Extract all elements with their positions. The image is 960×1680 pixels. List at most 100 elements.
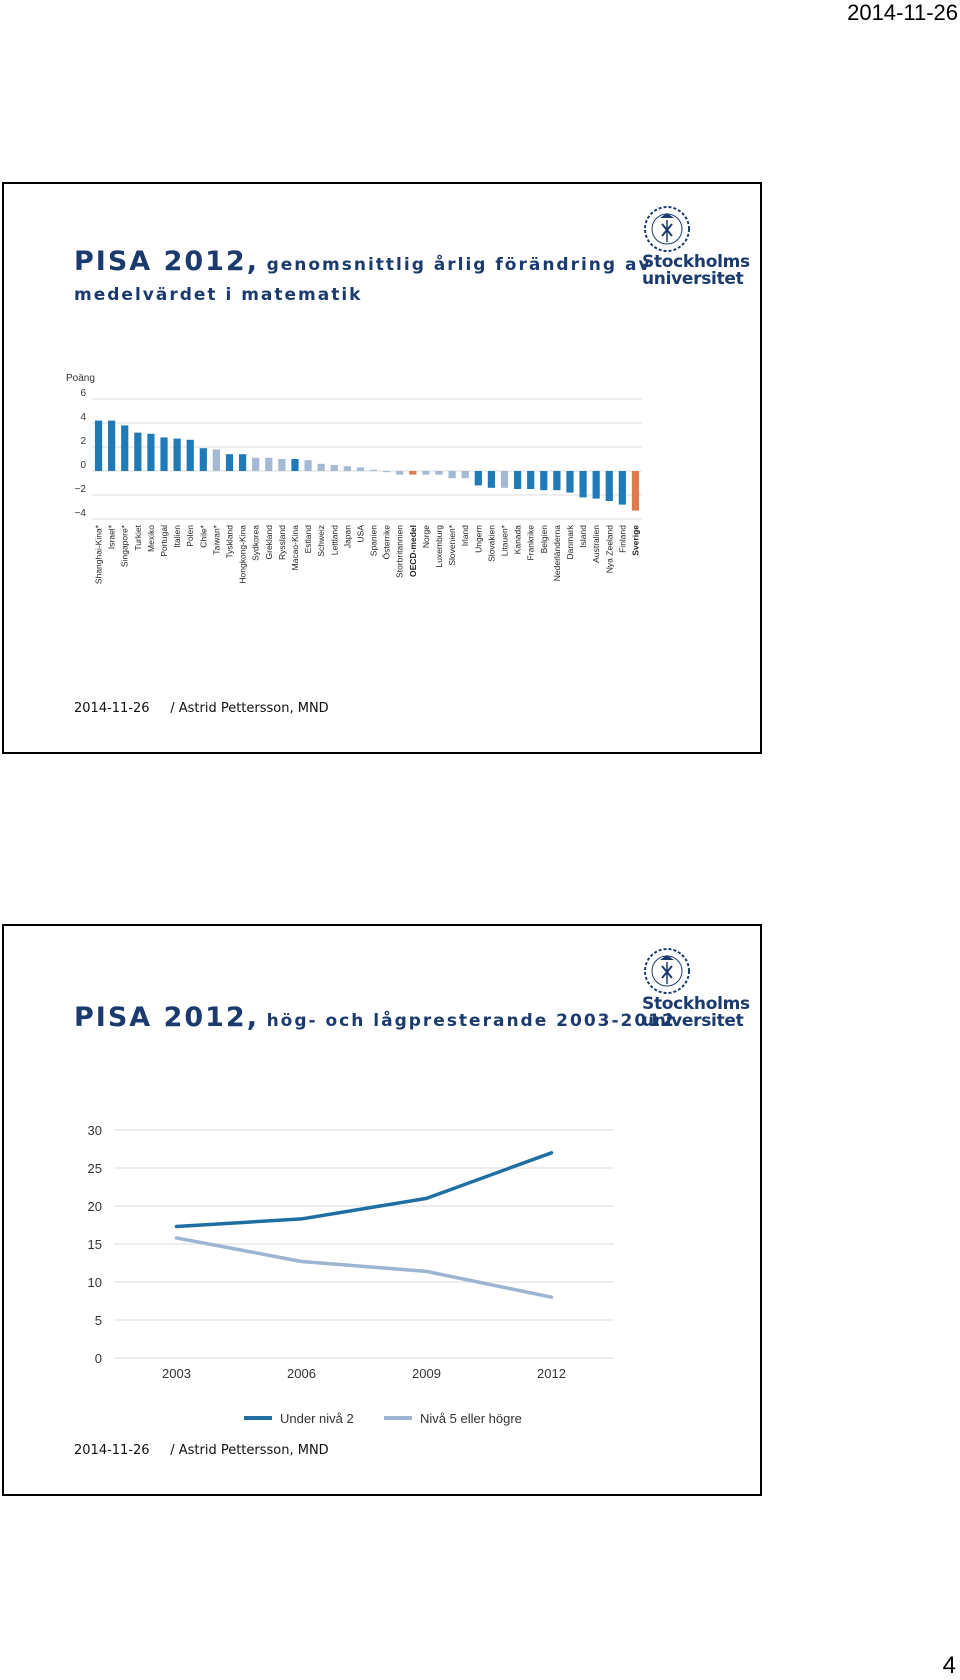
bar <box>566 471 574 493</box>
x-tick-label: Sydkorea <box>251 525 261 561</box>
x-tick-label: Japan <box>342 525 352 548</box>
bar <box>160 437 168 471</box>
x-tick-label: Israel* <box>107 524 117 549</box>
x-tick-label: Macao-Kina <box>290 525 300 571</box>
legend-label: Nivå 5 eller högre <box>420 1411 522 1426</box>
bar <box>238 454 247 471</box>
x-tick-label: Mexiko <box>146 525 156 552</box>
bar <box>108 420 116 471</box>
bar <box>396 471 404 475</box>
logo-line-1: Stockholms <box>642 252 750 272</box>
x-tick-label: Turkiet <box>133 524 143 550</box>
y-tick-label: 20 <box>88 1199 102 1214</box>
bar <box>278 459 286 471</box>
x-tick-label: Slovakien <box>486 525 496 562</box>
y-tick-label: 4 <box>80 412 86 423</box>
x-tick-label: Luxemburg <box>434 525 444 568</box>
slide-2-footer: 2014-11-26 / Astrid Pettersson, MND <box>74 1443 329 1458</box>
x-tick-label: Hongkong-Kina <box>238 525 248 584</box>
slide-1-title-prefix: PISA 2012, <box>74 246 259 277</box>
slide-2: PISA 2012, hög- och lågpresterande 2003-… <box>2 924 762 1496</box>
bar <box>513 471 522 489</box>
x-tick-label: Australien <box>591 525 601 563</box>
slide-1-title: PISA 2012, genomsnittlig årlig förändrin… <box>74 246 652 305</box>
logo-line-1: Stockholms <box>642 994 750 1014</box>
bar <box>553 471 561 491</box>
bar <box>291 459 299 471</box>
bar <box>631 471 640 511</box>
x-tick-label: Österrike <box>382 525 392 560</box>
slide-2-title-rest: hög- och lågpresterande 2003-2012 <box>266 1011 676 1031</box>
slide-1-footer: 2014-11-26 / Astrid Pettersson, MND <box>74 701 329 716</box>
x-tick-label: 2006 <box>287 1366 316 1381</box>
x-tick-label: 2012 <box>537 1366 566 1381</box>
x-tick-label: Frankrike <box>526 525 536 561</box>
bar <box>94 420 103 471</box>
stockholms-universitet-logo-2: Stockholms universitet <box>636 946 750 1036</box>
y-tick-label: −2 <box>75 484 87 495</box>
x-tick-label: Litauen* <box>500 524 510 556</box>
bar <box>212 449 221 471</box>
y-tick-label: 6 <box>80 388 86 399</box>
x-tick-label: Finland <box>617 525 627 553</box>
y-tick-label: 30 <box>88 1123 102 1138</box>
x-tick-label: 2003 <box>162 1366 191 1381</box>
university-seal-icon <box>644 206 690 252</box>
slide-1: PISA 2012, genomsnittlig årlig förändrin… <box>2 182 762 754</box>
bar-chart: Poäng 6 4 2 0 −2 −4 Shanghai-Kina* Israel* Singap… <box>66 373 642 584</box>
page-number: 4 <box>942 1652 956 1679</box>
x-tick-label: Storbritannien <box>395 525 405 578</box>
x-tick-label: Italien <box>172 525 182 548</box>
bar <box>199 448 207 471</box>
y-axis-label: Poäng <box>66 373 95 384</box>
line-chart: 30 25 20 15 10 5 0 2003 2006 2009 2012 Under nivå 2… <box>88 1123 614 1426</box>
y-tick-label: 10 <box>88 1275 102 1290</box>
x-tick-label: Chile* <box>198 524 208 547</box>
x-tick-label: Grekland <box>264 525 274 560</box>
x-tick-label: Singapore* <box>120 524 130 567</box>
series-line <box>174 1236 554 1299</box>
bar <box>461 471 469 479</box>
bar <box>356 467 365 471</box>
bar <box>304 460 312 471</box>
bar <box>409 471 417 475</box>
x-tick-label: Tyskland <box>225 525 235 559</box>
bar <box>592 471 600 499</box>
x-tick-label: Sverige <box>630 525 640 556</box>
x-tick-label: Ungern <box>473 525 483 553</box>
x-tick-label: OECD-medel <box>408 525 418 577</box>
y-tick-label: 2 <box>80 436 86 447</box>
bar <box>605 471 613 501</box>
bar <box>369 469 378 471</box>
logo-text: Stockholms universitet <box>642 996 750 1030</box>
university-seal-icon <box>644 948 690 994</box>
x-tick-label: Danmark <box>565 524 575 559</box>
x-tick-label: Portugal <box>159 525 169 557</box>
bar <box>252 457 260 471</box>
y-tick-label: 0 <box>80 460 86 471</box>
x-tick-label: Belgien <box>539 525 549 554</box>
bar <box>330 465 338 471</box>
bar <box>579 471 587 498</box>
bar <box>343 466 351 471</box>
bar <box>173 438 181 471</box>
x-tick-label: Nya Zeeland <box>604 525 614 573</box>
bar <box>147 433 155 471</box>
x-tick-label: Estland <box>303 525 313 554</box>
bar <box>265 457 273 471</box>
slide-2-title: PISA 2012, hög- och lågpresterande 2003-… <box>74 1002 676 1033</box>
bar <box>487 471 496 488</box>
slide-2-title-prefix: PISA 2012, <box>74 1002 259 1033</box>
bar <box>225 454 234 471</box>
x-tick-label: 2009 <box>412 1366 441 1381</box>
bar <box>540 471 548 491</box>
bar <box>383 471 391 473</box>
bar <box>618 471 626 505</box>
slide-1-title-line2: medelvärdet i matematik <box>74 285 363 305</box>
bar <box>422 471 430 475</box>
stockholms-universitet-logo: Stockholms universitet <box>636 204 750 294</box>
y-tick-label: 25 <box>88 1161 102 1176</box>
x-tick-label: Polen <box>185 525 195 547</box>
x-tick-label: Slovenien* <box>447 524 457 565</box>
series-line <box>174 1151 554 1229</box>
